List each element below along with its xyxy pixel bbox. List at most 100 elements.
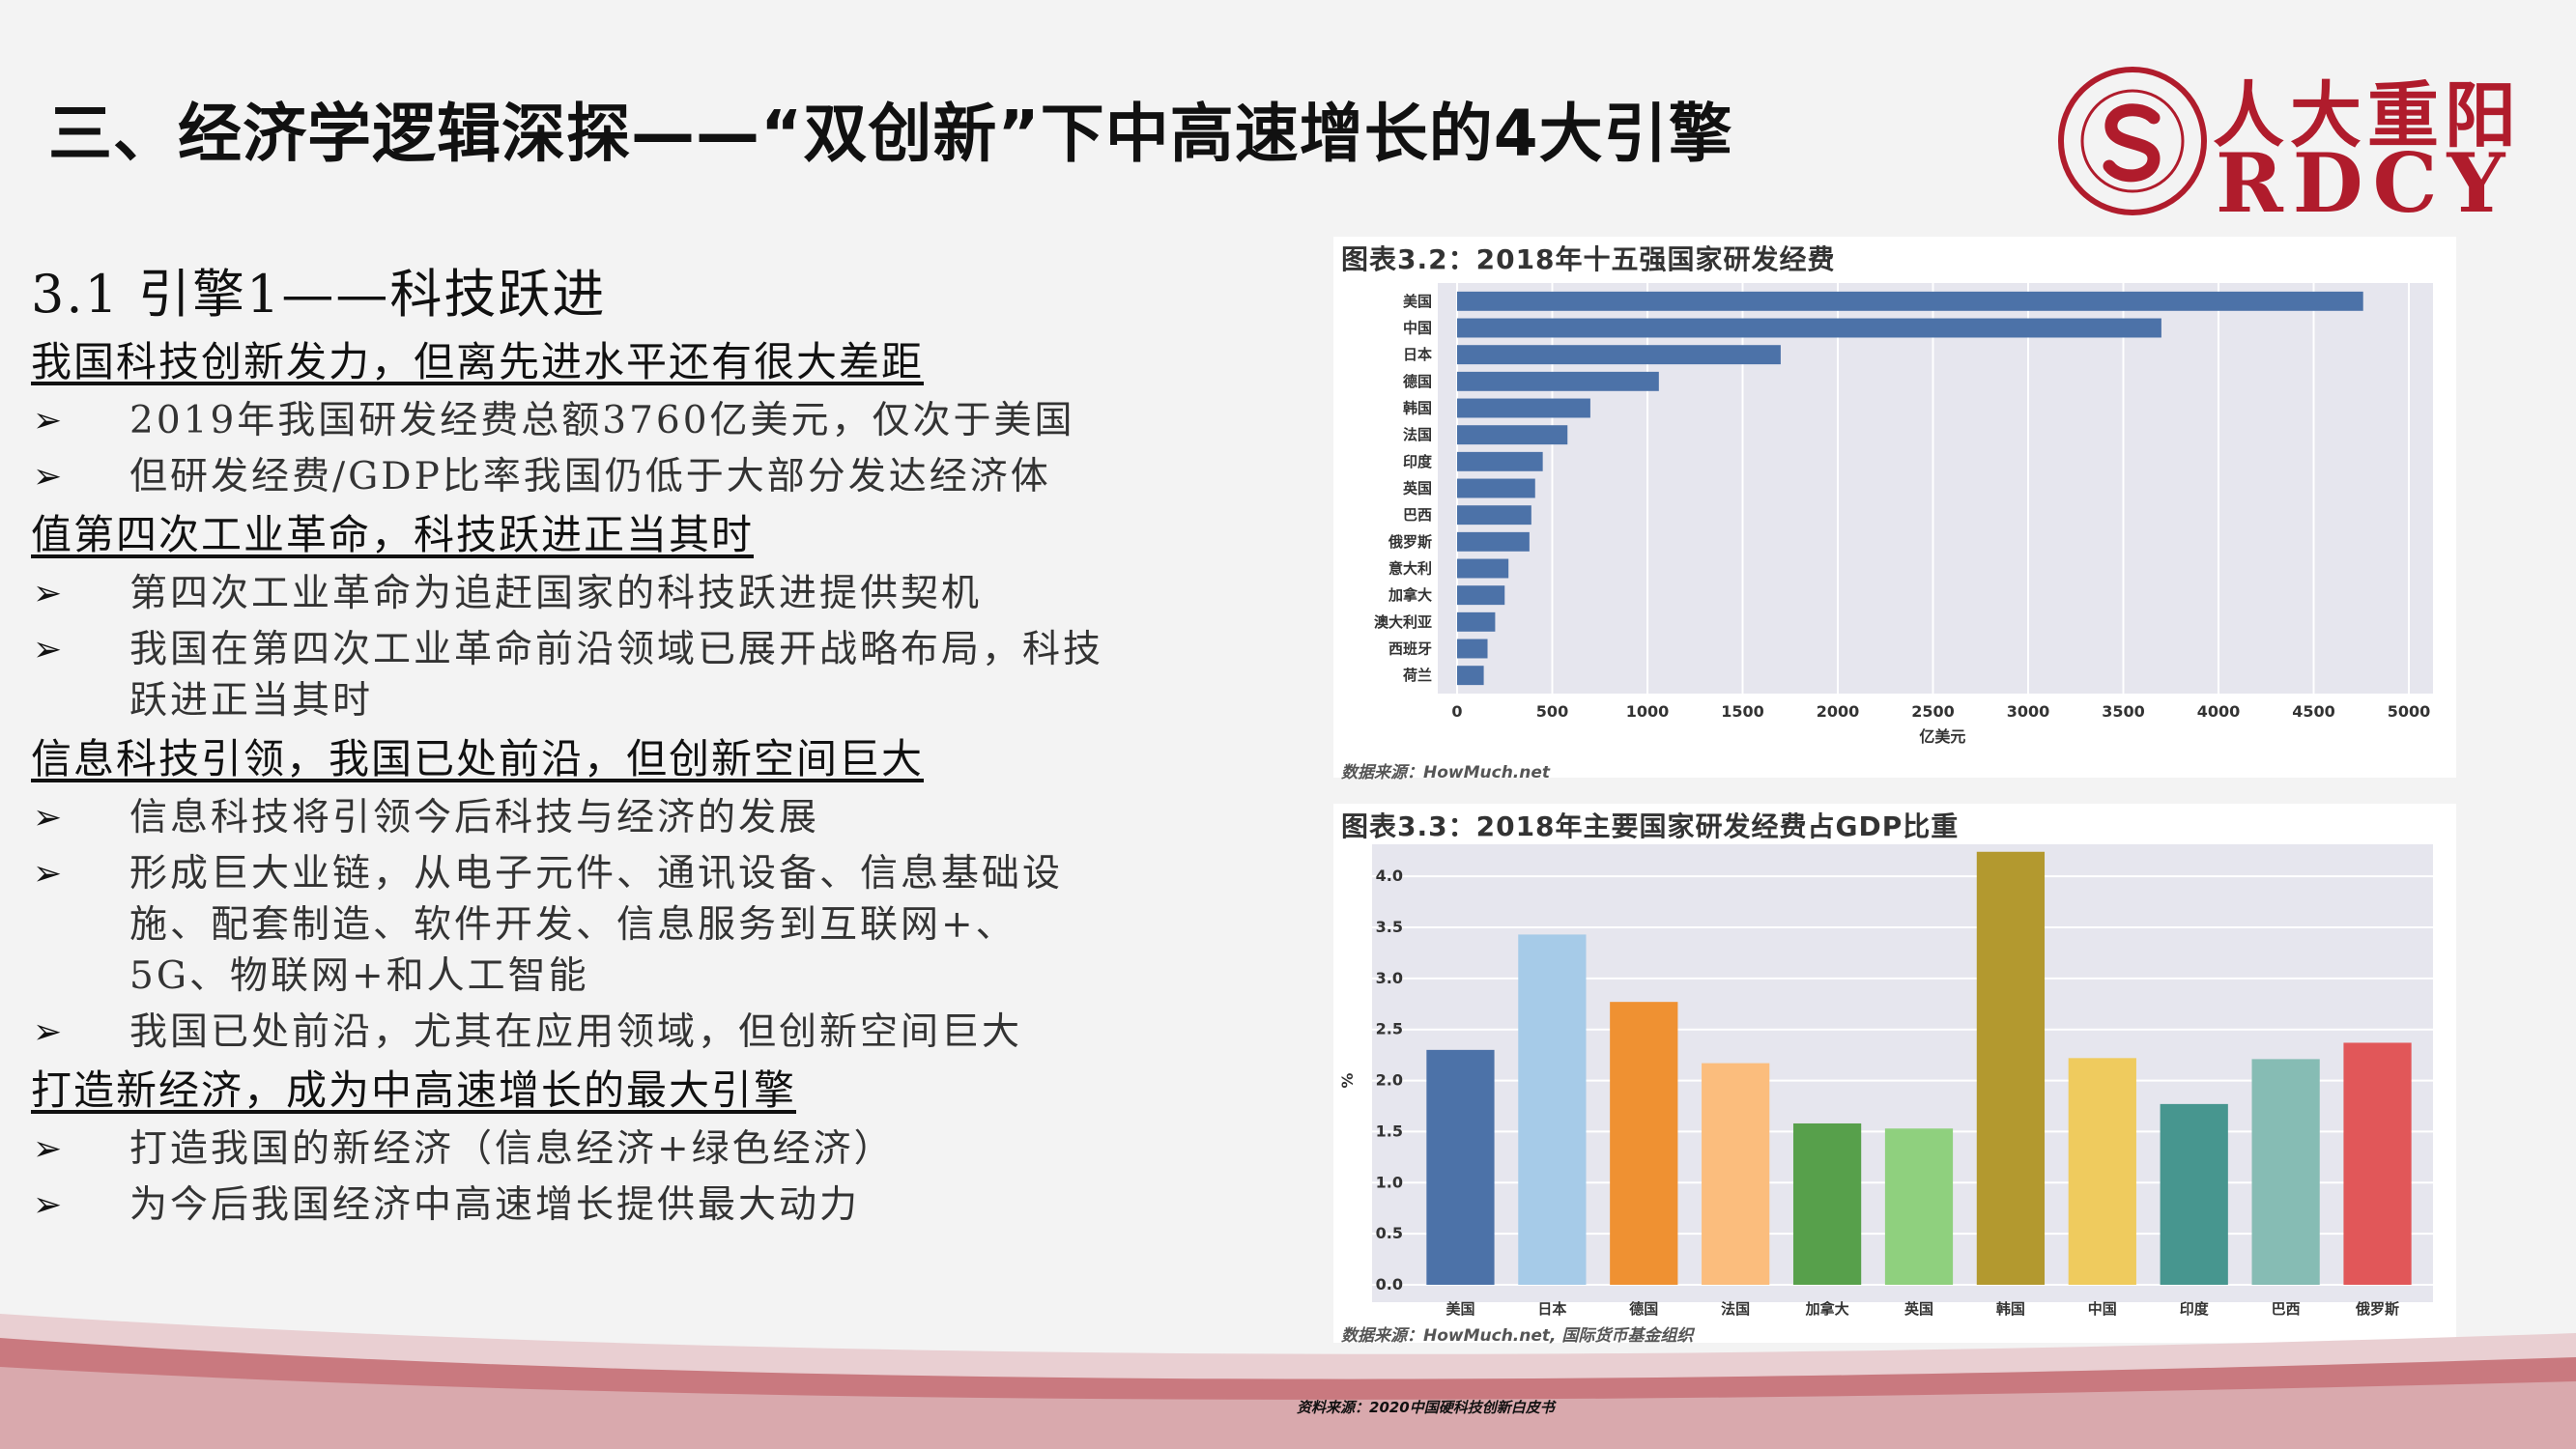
footer-source: 资料来源：2020中国硬科技创新白皮书 [1297,1399,1555,1416]
rdcy-logo: 人大重阳 RDCY [2053,58,2516,231]
bullet-item: ➢ 第四次工业革命为追赶国家的科技跃进提供契机 [31,568,1113,619]
y-tick-label: 意大利 [1388,560,1432,578]
x-tick-label: 日本 [1537,1300,1566,1318]
x-tick-label: 韩国 [1996,1300,2025,1318]
x-tick-label: 0 [1451,702,1462,721]
bar [1426,1049,1495,1285]
bar [1518,934,1587,1285]
y-tick-label: 1.5 [1376,1122,1403,1140]
bullet-arrow-icon: ➢ [33,630,66,669]
y-tick-label: 巴西 [1403,506,1432,524]
x-tick-label: 4500 [2292,702,2335,721]
bar [1457,666,1484,686]
bullet-text: 2019年我国研发经费总额3760亿美元，仅次于美国 [129,399,1075,442]
x-tick-label: 中国 [2088,1300,2117,1318]
page-title: 三、经济学逻辑深探——“双创新”下中高速增长的4大引擎 [48,97,1733,171]
x-tick-label: 俄罗斯 [2355,1300,2399,1318]
bar [1610,1002,1678,1285]
seal-icon [2058,67,2207,215]
block-2: 值第四次工业革命，科技跃进正当其时 ➢ 第四次工业革命为追赶国家的科技跃进提供契机… [31,507,1113,726]
chart-source: 数据来源：HowMuch.net [1341,763,1551,782]
bullet-item: ➢ 打造我国的新经济（信息经济+绿色经济） [31,1123,1113,1175]
x-axis-label: 亿美元 [1919,727,1965,746]
x-tick-label: 1000 [1626,702,1670,721]
bullet-arrow-icon: ➢ [33,854,66,894]
rd-spending-chart: 图表3.2：2018年十五强国家研发经费 0 500 1000 1500 2000 250… [1333,237,2456,782]
block-3: 信息科技引领，我国已处前沿，但创新空间巨大 ➢ 信息科技将引领今后科技与经济的发展… [31,731,1113,1058]
bar [1457,318,2161,338]
x-tick-label: 英国 [1904,1300,1933,1318]
bullet-text: 打造我国的新经济（信息经济+绿色经济） [129,1127,895,1171]
block-heading: 信息科技引领，我国已处前沿，但创新空间巨大 [31,735,925,782]
bar [2160,1103,2228,1285]
text-panel: 3.1 引擎1——科技跃进 我国科技创新发力，但离先进水平还有很大差距 ➢ 201… [31,261,1113,1236]
bar [2251,1059,2320,1285]
y-tick-label: 0.5 [1376,1224,1403,1242]
y-tick-label: 英国 [1403,480,1432,497]
bar [2343,1042,2412,1285]
y-tick-label: 西班牙 [1388,640,1432,658]
y-tick-label: 4.0 [1376,867,1403,885]
bar [1457,345,1781,365]
bar [1457,611,1496,632]
y-tick-label: 3.5 [1376,918,1403,936]
bullet-item: ➢ 2019年我国研发经费总额3760亿美元，仅次于美国 [31,395,1113,446]
x-tick-label: 美国 [1445,1300,1474,1318]
bullet-item: ➢ 但研发经费/GDP比率我国仍低于大部分发达经济体 [31,451,1113,502]
bar [1457,639,1488,659]
bullet-arrow-icon: ➢ [33,1129,66,1169]
rd-gdp-ratio-chart: 图表3.3：2018年主要国家研发经费占GDP比重 0.0 0.5 1.0 1.5 2.… [1333,804,2456,1346]
y-tick-label: 法国 [1403,426,1432,443]
bullet-arrow-icon: ➢ [33,1185,66,1225]
bar [1457,558,1509,579]
y-tick-label: 日本 [1403,346,1432,363]
bullet-text: 形成巨大业链，从电子元件、通讯设备、信息基础设施、配套制造、软件开发、信息服务到… [129,852,1064,998]
bullet-arrow-icon: ➢ [33,1012,66,1052]
bullet-arrow-icon: ➢ [33,457,66,497]
bar [1457,531,1530,552]
horizontal-bar-chart: 0 500 1000 1500 2000 2500 3000 3500 4000 4500 5000… [1374,283,2433,746]
bullet-item: ➢ 我国在第四次工业革命前沿领域已展开战略布局，科技跃进正当其时 [31,624,1113,726]
bar [1457,425,1568,445]
chart-source: 数据来源：HowMuch.net, 国际货币基金组织 [1341,1326,1694,1346]
bar [1457,291,2363,311]
x-tick-label: 法国 [1721,1300,1750,1318]
chart-title: 图表3.2：2018年十五强国家研发经费 [1341,243,1836,275]
block-heading: 打造新经济，成为中高速增长的最大引擎 [31,1066,797,1114]
x-tick-label: 4000 [2197,702,2241,721]
x-tick-label: 德国 [1629,1300,1658,1318]
bullet-text: 第四次工业革命为追赶国家的科技跃进提供契机 [129,572,983,615]
bullet-text: 但研发经费/GDP比率我国仍低于大部分发达经济体 [129,455,1051,498]
bullet-text: 我国已处前沿，尤其在应用领域，但创新空间巨大 [129,1010,1023,1054]
bullet-text: 信息科技将引领今后科技与经济的发展 [129,796,820,839]
x-tick-label: 2500 [1911,702,1955,721]
x-tick-label: 500 [1536,702,1568,721]
y-tick-label: 3.0 [1376,969,1403,987]
y-tick-label: 2.0 [1376,1071,1403,1090]
y-axis-label: % [1338,1073,1357,1089]
bar [1457,505,1531,526]
bullet-arrow-icon: ➢ [33,574,66,613]
y-tick-label: 美国 [1403,293,1432,310]
y-tick-label: 0.0 [1376,1275,1403,1293]
bullet-text: 为今后我国经济中高速增长提供最大动力 [129,1183,861,1227]
section-title: 3.1 引擎1——科技跃进 [31,264,607,325]
y-tick-label: 德国 [1403,373,1432,390]
y-tick-label: 荷兰 [1403,667,1432,684]
y-tick-label: 韩国 [1403,400,1432,417]
x-tick-label: 5000 [2388,702,2431,721]
y-tick-label: 中国 [1403,320,1432,337]
x-tick-label: 1500 [1721,702,1764,721]
logo-english-text: RDCY [2216,135,2515,231]
bullet-arrow-icon: ➢ [33,401,66,440]
bar [1792,1122,1862,1285]
x-tick-label: 2000 [1817,702,1860,721]
block-heading: 我国科技创新发力，但离先进水平还有很大差距 [31,338,925,385]
footer-wave [0,1314,2576,1449]
bar [1884,1128,1954,1285]
bar [1457,451,1543,471]
bullet-item: ➢ 形成巨大业链，从电子元件、通讯设备、信息基础设施、配套制造、软件开发、信息服务… [31,848,1113,1002]
bullet-item: ➢ 我国已处前沿，尤其在应用领域，但创新空间巨大 [31,1007,1113,1058]
y-tick-label: 1.0 [1376,1173,1403,1191]
bar [1457,585,1505,606]
